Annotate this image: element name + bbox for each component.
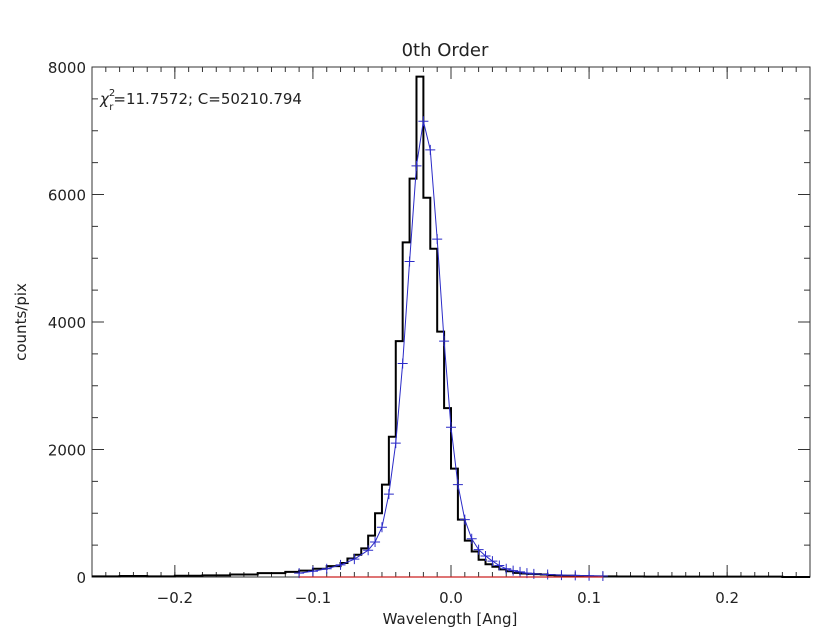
- model-point-marker: [418, 116, 429, 127]
- model-point-marker: [466, 533, 477, 544]
- x-axis-label: Wavelength [Ang]: [383, 610, 518, 628]
- model-point-marker: [556, 570, 567, 581]
- axis-tick-labels: −0.2 −0.1 0.0 0.1 0.2 0 2000 4000 6000 8000: [48, 59, 739, 607]
- y-tick-label: 6000: [48, 187, 86, 205]
- model-point-marker: [508, 565, 519, 576]
- x-tick-label: 0.0: [439, 589, 463, 607]
- model-point-marker: [494, 560, 505, 571]
- model-point-marker: [370, 536, 381, 547]
- model-point-marker: [390, 438, 401, 449]
- model-point-marker: [501, 563, 512, 574]
- fit-statistics-text: =11.7572; C=50210.794: [113, 90, 302, 108]
- y-tick-label: 0: [76, 569, 86, 587]
- x-tick-label: 0.2: [715, 589, 739, 607]
- model-point-marker: [307, 566, 318, 577]
- x-tick-label: −0.2: [157, 589, 193, 607]
- model-point-marker: [411, 160, 422, 171]
- y-tick-label: 2000: [48, 442, 86, 460]
- model-point-marker: [584, 570, 595, 581]
- model-point-marker: [452, 479, 463, 490]
- model-point-marker: [294, 568, 305, 579]
- plot-frame: [91, 66, 811, 578]
- model-point-marker: [487, 556, 498, 567]
- model-point-marker: [432, 234, 443, 245]
- model-point-marker: [383, 489, 394, 500]
- model-point-marker: [321, 563, 332, 574]
- histogram-step-line: [92, 75, 810, 578]
- chi-subscript: r: [109, 102, 114, 113]
- x-tick-label: 0.1: [577, 589, 601, 607]
- model-point-marker: [439, 336, 450, 347]
- model-fit-line: [299, 121, 603, 577]
- fit-statistics-annotation: χ2 r=11.7572; C=50210.794: [99, 88, 302, 113]
- model-point-marker: [404, 256, 415, 267]
- y-tick-label: 8000: [48, 59, 86, 77]
- series-layer: [92, 75, 810, 582]
- model-point-marker: [473, 544, 484, 555]
- x-tick-label: −0.1: [295, 589, 331, 607]
- y-axis-label: counts/pix: [12, 283, 30, 361]
- model-point-marker: [363, 545, 374, 556]
- axis-ticks: [92, 66, 810, 578]
- model-point-marker: [376, 522, 387, 533]
- chi-symbol: χ: [99, 90, 110, 108]
- model-point-marker: [515, 566, 526, 577]
- model-point-marker: [480, 550, 491, 561]
- model-point-marker: [542, 569, 553, 580]
- model-point-marker: [597, 571, 608, 582]
- model-point-marker: [349, 554, 360, 565]
- y-tick-label: 4000: [48, 314, 86, 332]
- model-point-marker: [459, 514, 470, 525]
- chi-superscript: 2: [109, 88, 115, 99]
- model-point-marker: [446, 422, 456, 433]
- model-point-marker: [570, 570, 581, 581]
- model-point-marker: [335, 559, 346, 570]
- model-point-marker: [425, 144, 436, 155]
- model-point-marker: [397, 358, 408, 369]
- chart-title: 0th Order: [402, 40, 489, 61]
